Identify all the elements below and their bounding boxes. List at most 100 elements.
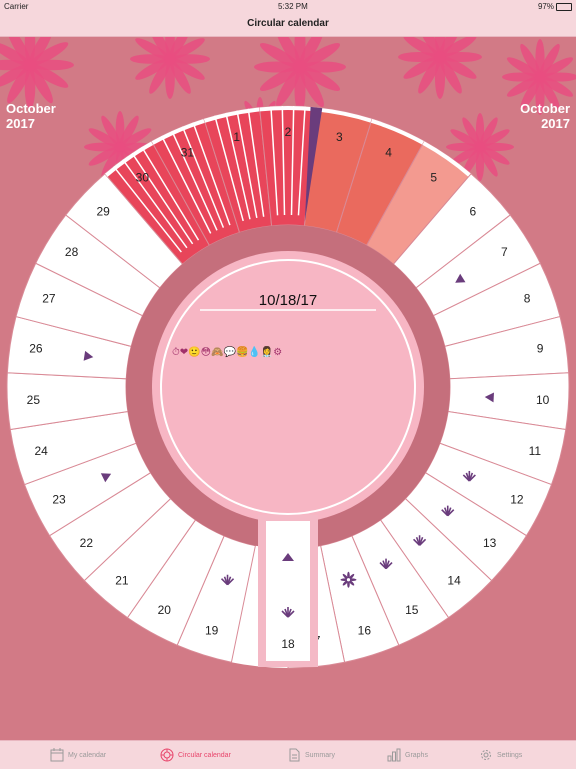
- sprout-icon: [462, 470, 476, 482]
- today-marker: [304, 106, 323, 222]
- center-outline: [160, 259, 416, 515]
- gear-icon: [481, 750, 491, 760]
- day-segment-26[interactable]: 26: [6, 315, 132, 380]
- stripe: [270, 106, 279, 216]
- stripe: [171, 130, 218, 231]
- month-name: October: [6, 101, 56, 116]
- page-title: Circular calendar: [247, 18, 329, 29]
- selected-date: 10/18/17: [259, 292, 317, 309]
- document-icon: [289, 748, 300, 762]
- carrier-label: Carrier: [4, 2, 29, 11]
- background-flowers: [0, 37, 576, 183]
- day-number: 23: [52, 492, 66, 506]
- day-number: 19: [205, 623, 219, 637]
- flower-decoration: [254, 37, 346, 113]
- stripe: [192, 122, 231, 226]
- year: 2017: [541, 116, 570, 131]
- tab-label: Settings: [497, 751, 523, 759]
- stripe: [297, 106, 306, 216]
- day-number: 29: [96, 204, 110, 218]
- calendar-icon: [50, 748, 64, 762]
- sprout-icon: [441, 505, 455, 517]
- day-number: 3: [336, 130, 343, 144]
- triangle-icon: [100, 473, 112, 483]
- day-number: 2: [285, 125, 292, 139]
- flower-icon: [340, 571, 357, 588]
- sprout-icon: [220, 574, 235, 586]
- triangle-icon: [484, 392, 494, 403]
- stripe: [225, 112, 251, 220]
- day-number: 5: [430, 171, 437, 185]
- triangle-icon: [455, 273, 466, 283]
- day-number: 10: [536, 393, 550, 407]
- day-number: 24: [34, 444, 48, 458]
- selected-day-18[interactable]: 18: [258, 515, 318, 667]
- center-panel: 10/18/17 ⏱❤🙂😳🙈💬🍔💧👩‍⚕️⚙ 18: [126, 225, 450, 667]
- stripe: [161, 135, 212, 234]
- sprout-icon: [281, 607, 295, 618]
- month-label-left: October 2017: [6, 101, 56, 131]
- tab-settings[interactable]: Settings: [479, 741, 522, 769]
- stripe: [236, 110, 258, 218]
- day-number: 25: [27, 393, 41, 407]
- day-number: 30: [136, 171, 150, 185]
- navigation-bar: Circular calendar: [0, 14, 576, 37]
- stripe: [247, 108, 265, 217]
- tab-label: Graphs: [405, 751, 428, 759]
- triangle-icon: [282, 553, 294, 561]
- tab-label: My calendar: [68, 751, 107, 759]
- stripe: [281, 106, 286, 216]
- sprout-icon: [379, 558, 393, 570]
- tab-label: Summary: [305, 751, 335, 759]
- day-number: 15: [405, 603, 419, 617]
- triangle-icon: [83, 350, 94, 361]
- day-number: 31: [181, 146, 195, 160]
- day-number: 21: [115, 573, 129, 587]
- day-number: 11: [529, 444, 542, 458]
- day-number: 1: [233, 130, 240, 144]
- day-segment-31[interactable]: 31: [150, 118, 241, 247]
- tab-label: Circular calendar: [178, 751, 231, 759]
- bar-chart-icon: [387, 748, 401, 762]
- stripe: [181, 126, 225, 228]
- day-number: 4: [385, 146, 392, 160]
- day-number: 26: [29, 341, 43, 355]
- battery-icon: [556, 3, 572, 11]
- flower-decoration: [398, 37, 482, 99]
- status-bar: Carrier 5:32 PM 97%: [0, 0, 576, 14]
- month-name: October: [520, 101, 570, 116]
- tab-bar: My calendar Circular calendar Summary Gr…: [0, 740, 576, 769]
- tab-summary[interactable]: Summary: [287, 741, 335, 769]
- flower-decoration: [0, 37, 74, 109]
- clock-time: 5:32 PM: [278, 2, 308, 11]
- tab-graphs[interactable]: Graphs: [387, 741, 428, 769]
- day-ring: 3456789101112131415161719202122232425262…: [6, 105, 570, 669]
- day-segment-1[interactable]: 1: [203, 106, 273, 234]
- flower-decoration: [446, 113, 514, 181]
- tab-circular-calendar[interactable]: Circular calendar: [160, 741, 231, 769]
- stripe: [113, 166, 182, 253]
- day-segment-30[interactable]: 30: [104, 140, 211, 265]
- battery-percent: 97%: [537, 2, 554, 11]
- day-number: 22: [80, 536, 94, 550]
- day-number: 6: [469, 204, 476, 218]
- stripe: [141, 146, 200, 241]
- day-number: 14: [447, 573, 461, 587]
- stripe: [214, 115, 244, 222]
- circular-calendar-view: 3456789101112131415161719202122232425262…: [0, 37, 576, 740]
- symptom-icons: ⏱❤🙂😳🙈💬🍔💧👩‍⚕️⚙: [172, 345, 282, 358]
- day-number: 16: [358, 623, 372, 637]
- day-number: 7: [501, 245, 508, 259]
- day-number: 18: [281, 637, 295, 651]
- month-label-right: October 2017: [520, 101, 570, 131]
- flower-decoration: [130, 37, 210, 99]
- tab-my-calendar[interactable]: My calendar: [50, 741, 106, 769]
- calendar-wheel: 3456789101112131415161719202122232425262…: [0, 37, 576, 669]
- day-number: 8: [524, 291, 531, 305]
- stripe: [122, 159, 188, 249]
- day-number: 13: [483, 536, 497, 550]
- sprout-icon: [413, 535, 427, 546]
- day-number: 12: [510, 492, 524, 506]
- day-number: 9: [537, 341, 544, 355]
- day-number: 20: [158, 603, 172, 617]
